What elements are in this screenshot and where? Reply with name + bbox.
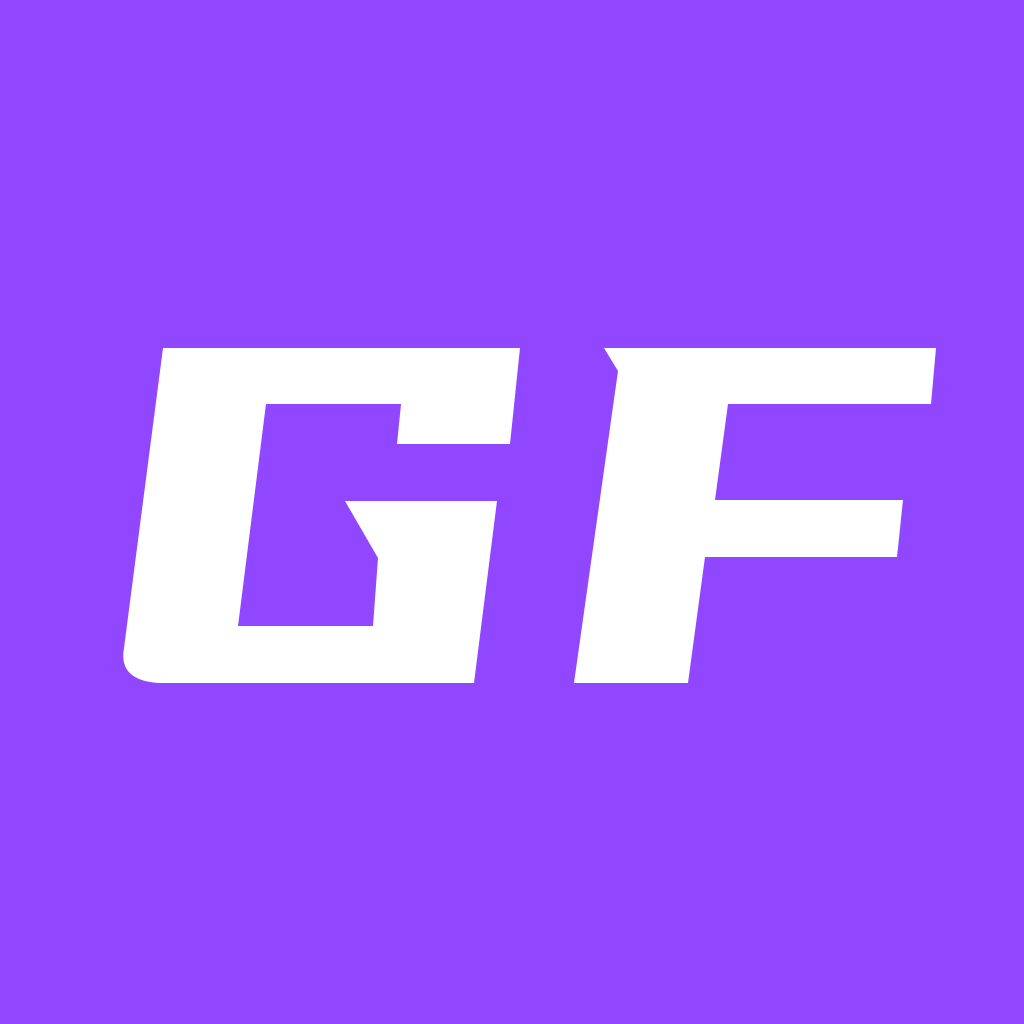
- letter-g-glyph: [123, 348, 520, 683]
- letter-f-glyph: [574, 348, 936, 683]
